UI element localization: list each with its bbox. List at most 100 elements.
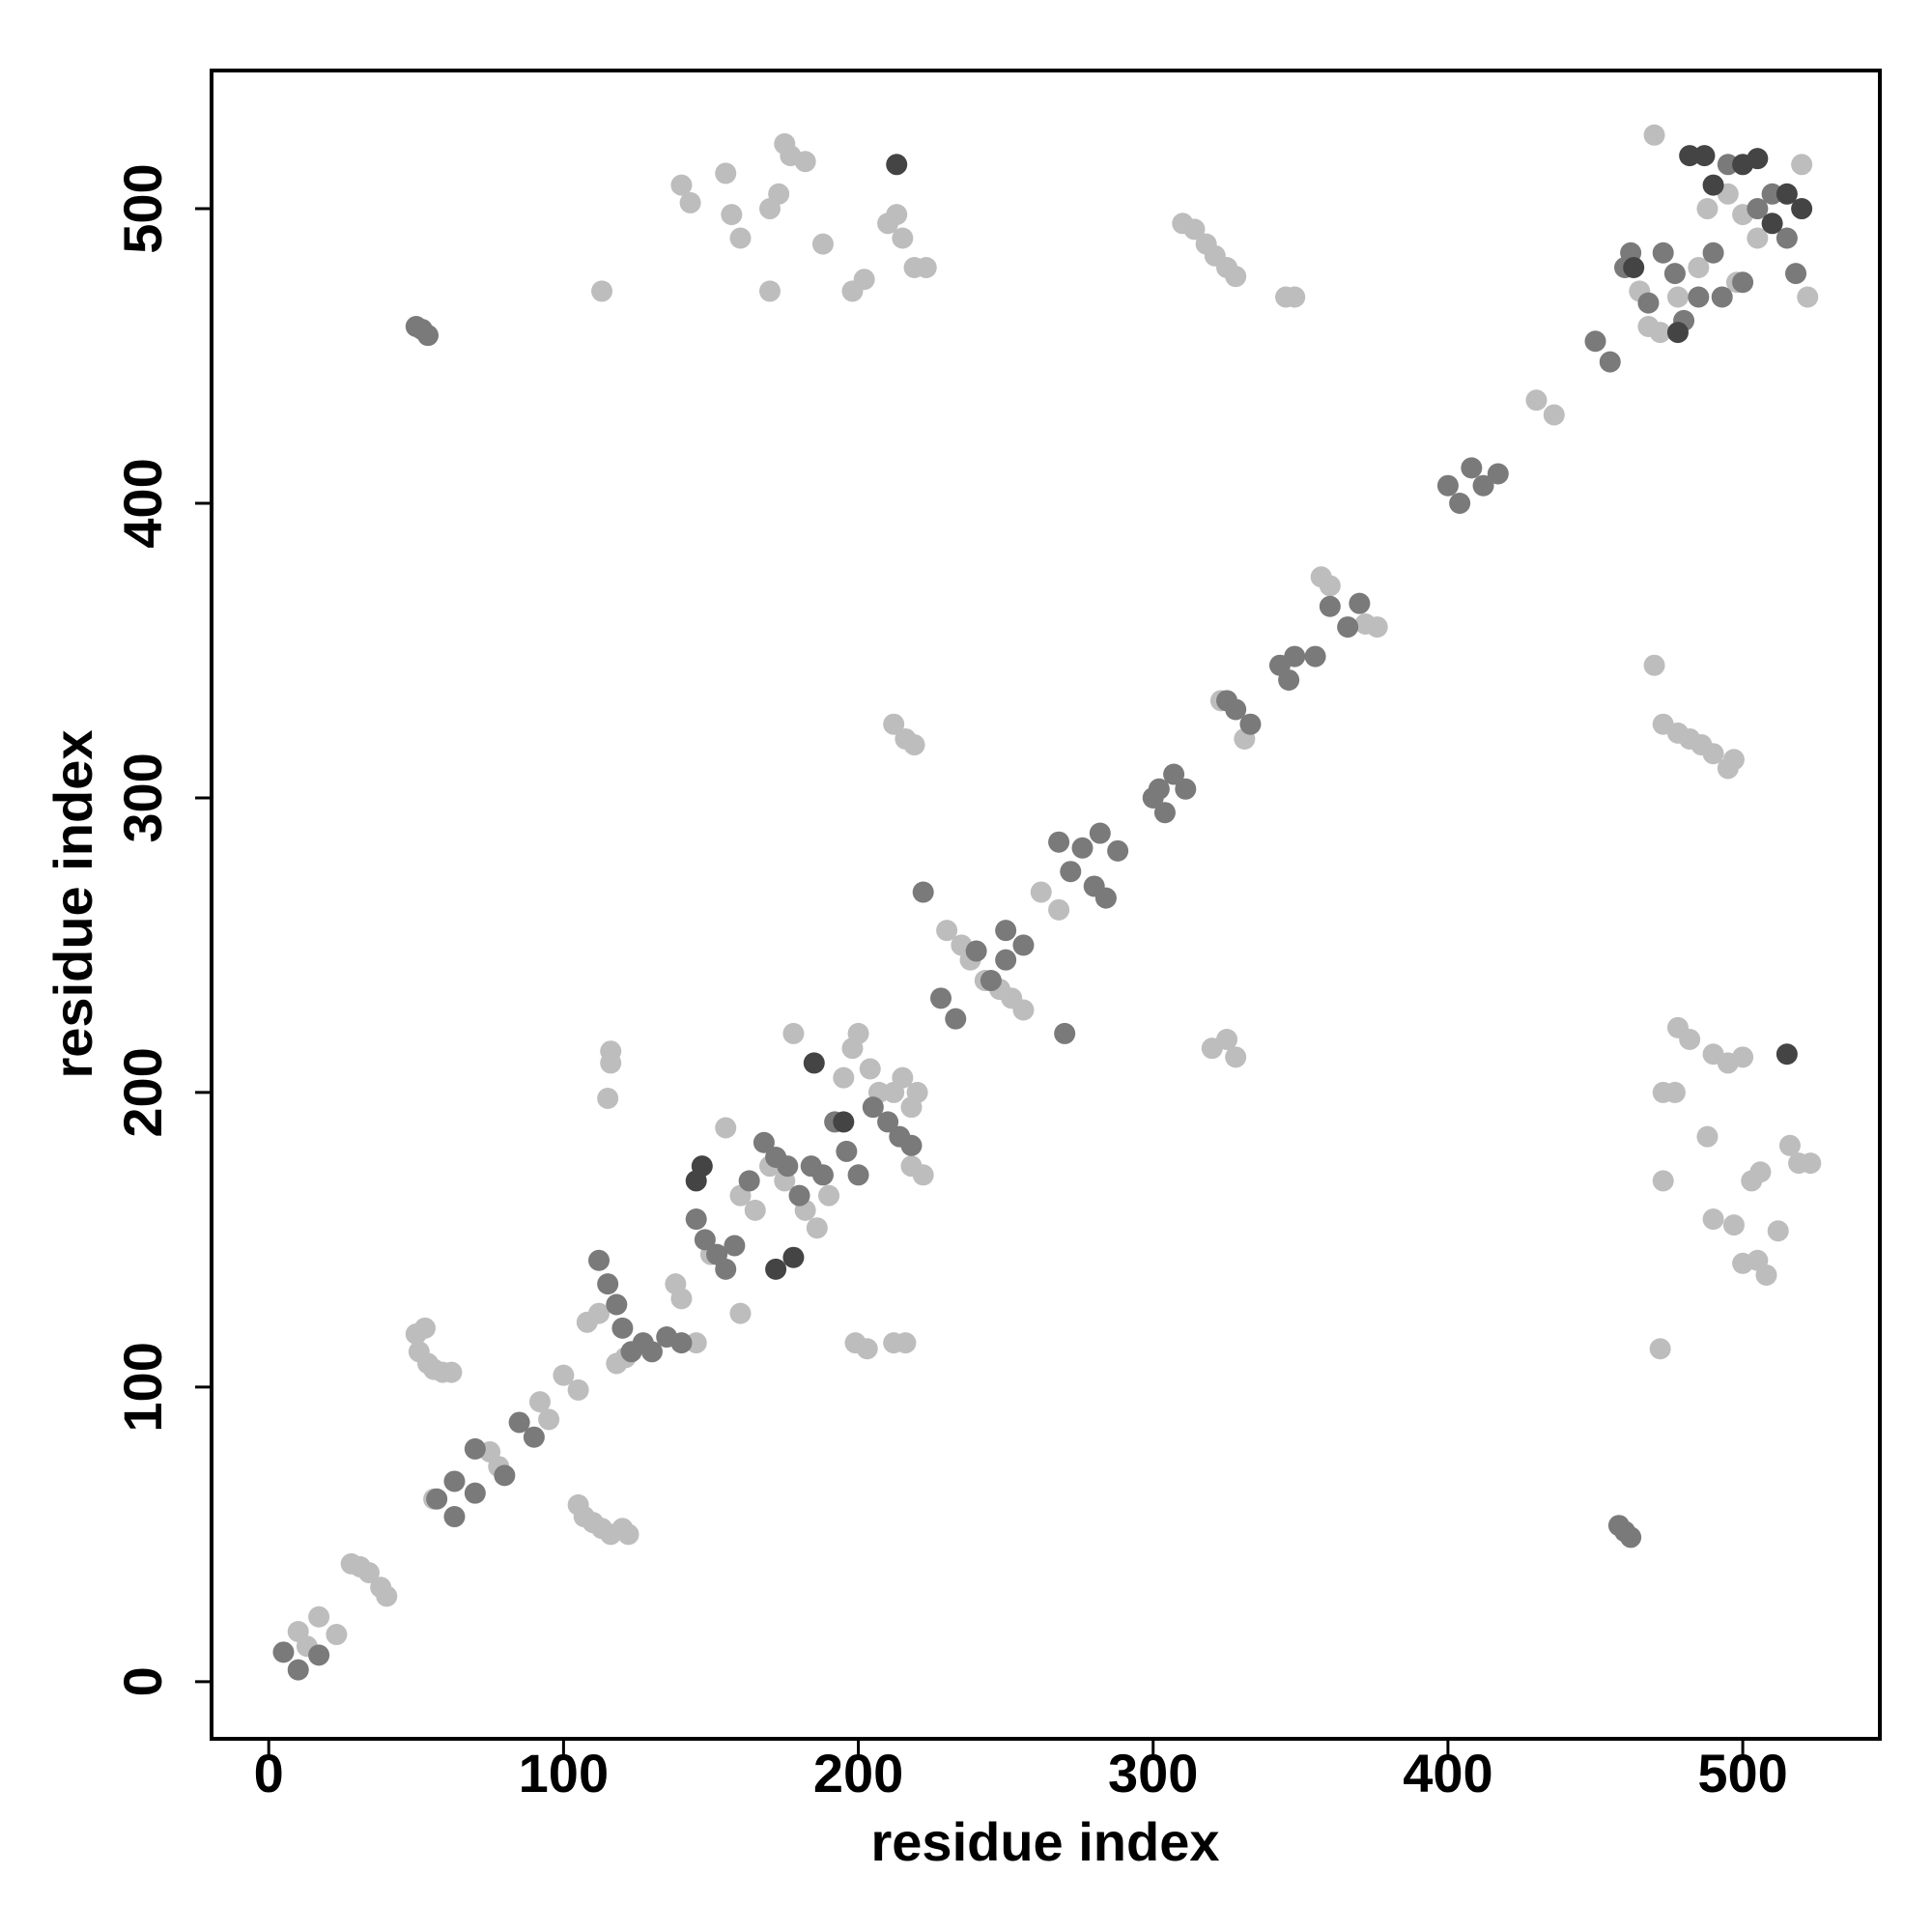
point bbox=[685, 1332, 707, 1354]
point bbox=[1349, 592, 1371, 614]
point bbox=[744, 1199, 766, 1221]
point bbox=[1239, 713, 1262, 735]
point bbox=[1487, 463, 1509, 485]
y-tick-label: 300 bbox=[112, 753, 173, 842]
point bbox=[788, 1184, 810, 1207]
point bbox=[694, 1229, 716, 1251]
point bbox=[1319, 575, 1341, 597]
point bbox=[856, 1338, 878, 1360]
point bbox=[426, 1488, 448, 1510]
point bbox=[900, 1134, 923, 1156]
point bbox=[464, 1482, 486, 1504]
x-tick-label: 200 bbox=[813, 1743, 903, 1804]
point bbox=[1791, 154, 1813, 176]
point bbox=[1183, 218, 1206, 241]
point bbox=[782, 1022, 805, 1044]
y-tick-label: 500 bbox=[112, 163, 173, 253]
point bbox=[1643, 654, 1665, 676]
point bbox=[1163, 763, 1185, 785]
point bbox=[936, 920, 958, 942]
y-axis-label: residue index bbox=[43, 729, 103, 1078]
point bbox=[1666, 286, 1689, 308]
point bbox=[588, 1302, 611, 1324]
point bbox=[1048, 831, 1070, 853]
point bbox=[691, 1155, 713, 1178]
point bbox=[1702, 174, 1724, 196]
point bbox=[413, 1317, 436, 1339]
point bbox=[883, 713, 905, 735]
point bbox=[847, 1022, 869, 1044]
point bbox=[308, 1605, 330, 1628]
point bbox=[1623, 257, 1645, 279]
point bbox=[777, 1155, 799, 1178]
point bbox=[1278, 668, 1300, 691]
point bbox=[597, 1273, 619, 1295]
point bbox=[591, 280, 613, 302]
point bbox=[886, 154, 908, 176]
point bbox=[1696, 198, 1719, 220]
point bbox=[995, 920, 1017, 942]
point bbox=[1284, 645, 1306, 668]
point bbox=[1620, 1526, 1642, 1548]
point bbox=[945, 1008, 967, 1030]
point bbox=[1747, 148, 1769, 170]
point bbox=[724, 1235, 746, 1257]
point bbox=[1071, 837, 1094, 859]
point bbox=[1797, 286, 1819, 308]
point bbox=[1107, 839, 1129, 862]
point bbox=[1060, 861, 1082, 883]
point bbox=[600, 1040, 622, 1063]
point bbox=[1761, 213, 1783, 235]
point bbox=[1688, 257, 1710, 279]
point bbox=[1732, 271, 1754, 294]
point bbox=[903, 734, 925, 756]
point bbox=[1679, 145, 1701, 167]
point bbox=[588, 1249, 611, 1271]
point bbox=[1153, 802, 1176, 824]
point bbox=[892, 227, 914, 249]
point bbox=[1711, 286, 1733, 308]
point bbox=[1722, 1214, 1745, 1236]
point bbox=[1776, 227, 1798, 249]
point bbox=[1755, 1264, 1777, 1286]
point bbox=[1472, 474, 1494, 497]
point bbox=[1089, 822, 1111, 844]
point bbox=[995, 949, 1017, 971]
point bbox=[508, 1411, 530, 1434]
point bbox=[670, 174, 693, 196]
point bbox=[308, 1644, 330, 1666]
point bbox=[376, 1585, 398, 1607]
point bbox=[794, 151, 816, 173]
point bbox=[1225, 698, 1247, 721]
x-tick-label: 100 bbox=[519, 1743, 609, 1804]
point bbox=[1319, 595, 1341, 617]
point bbox=[912, 1164, 934, 1186]
point bbox=[272, 1641, 295, 1663]
point bbox=[1702, 242, 1724, 264]
point bbox=[1012, 934, 1035, 956]
point bbox=[759, 280, 781, 302]
point bbox=[1584, 330, 1606, 353]
point bbox=[930, 987, 952, 1009]
point bbox=[729, 227, 752, 249]
point bbox=[818, 1184, 840, 1207]
point bbox=[567, 1378, 589, 1401]
point bbox=[1225, 266, 1247, 288]
point bbox=[965, 940, 987, 962]
point bbox=[1702, 743, 1724, 765]
point bbox=[738, 1170, 760, 1192]
point bbox=[1732, 1046, 1754, 1068]
point bbox=[617, 1523, 639, 1546]
point bbox=[1525, 389, 1548, 412]
point bbox=[611, 1317, 634, 1339]
point bbox=[1688, 286, 1710, 308]
point bbox=[494, 1464, 516, 1487]
x-tick-label: 500 bbox=[1697, 1743, 1787, 1804]
point bbox=[1778, 1134, 1801, 1156]
point bbox=[765, 1258, 787, 1280]
point bbox=[1749, 1161, 1772, 1183]
point bbox=[670, 1288, 693, 1310]
point bbox=[1666, 322, 1689, 344]
point bbox=[715, 1117, 737, 1139]
point bbox=[443, 1470, 466, 1492]
